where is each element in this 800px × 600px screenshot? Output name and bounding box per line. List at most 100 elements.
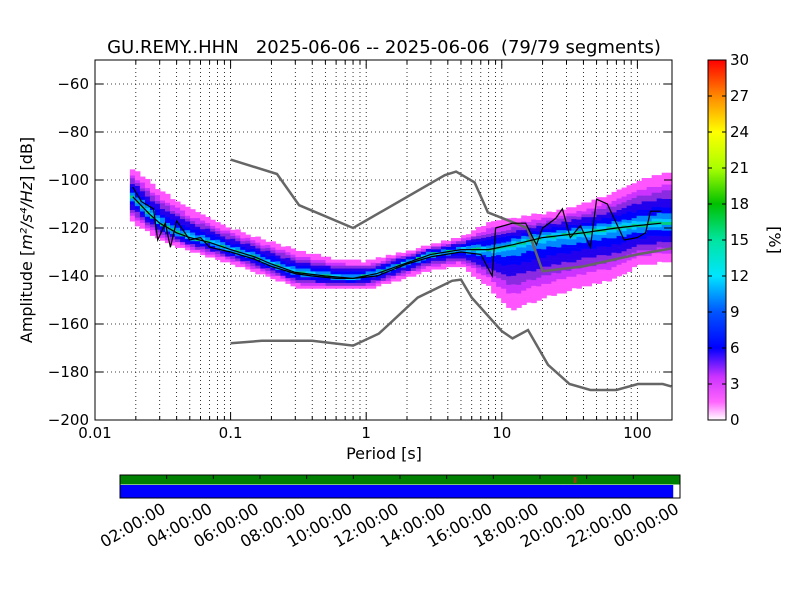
density-cell: [546, 246, 552, 250]
x-tick-label: 0.01: [78, 424, 111, 442]
density-cell: [531, 299, 537, 304]
density-cell: [521, 238, 527, 242]
density-cell: [471, 264, 477, 269]
density-cell: [260, 256, 266, 260]
density-cell: [466, 237, 472, 241]
density-cell: [611, 269, 618, 273]
density-cell: [641, 229, 648, 234]
density-cell: [476, 275, 482, 280]
density-cell: [576, 262, 582, 266]
density-cell: [516, 270, 522, 274]
density-cell: [164, 237, 171, 241]
density-cell: [355, 282, 362, 286]
density-cell: [606, 232, 613, 236]
density-cell: [511, 298, 517, 302]
density-cell: [601, 217, 608, 221]
density-cell: [666, 250, 672, 254]
density-cell: [656, 255, 663, 259]
density-cell: [516, 258, 522, 262]
density-cell: [154, 206, 161, 210]
density-cell: [581, 254, 587, 258]
density-cell: [486, 250, 492, 255]
density-cell: [159, 220, 166, 224]
density-cell: [210, 222, 216, 226]
density-cell: [134, 197, 141, 201]
density-cell: [521, 278, 527, 282]
density-cell: [666, 230, 672, 234]
density-cell: [561, 235, 567, 239]
density-cell: [516, 238, 522, 242]
density-cell: [611, 252, 618, 256]
density-cell: [606, 220, 613, 224]
density-cell: [461, 235, 467, 239]
density-cell: [456, 258, 462, 262]
density-cell: [521, 287, 527, 291]
density-cell: [195, 214, 201, 219]
density-cell: [365, 268, 372, 272]
density-cell: [586, 257, 592, 261]
density-cell: [596, 234, 603, 238]
density-cell: [576, 274, 582, 278]
density-cell: [541, 283, 547, 287]
density-cell: [666, 238, 672, 243]
density-cell: [466, 254, 472, 258]
density-cell: [571, 227, 577, 231]
y-tick-label: −100: [48, 171, 89, 189]
density-cell: [461, 243, 467, 247]
density-cell: [144, 178, 151, 183]
density-cell: [350, 268, 357, 272]
density-cell: [586, 216, 592, 221]
density-cell: [300, 271, 306, 275]
density-cell: [290, 268, 296, 272]
density-cell: [576, 213, 582, 217]
density-cell: [536, 248, 542, 252]
density-cell: [626, 248, 633, 252]
density-cell: [601, 274, 608, 279]
density-cell: [636, 201, 643, 205]
y-tick-label: −160: [48, 315, 89, 333]
density-cell: [300, 274, 306, 278]
density-cell: [586, 202, 592, 206]
density-cell: [486, 256, 492, 260]
density-cell: [205, 228, 211, 232]
density-cell: [546, 249, 552, 253]
density-cell: [400, 270, 407, 274]
density-cell: [621, 222, 628, 226]
density-cell: [641, 186, 648, 190]
density-cell: [360, 276, 367, 281]
density-cell: [139, 196, 146, 200]
density-cell: [375, 277, 382, 281]
density-cell: [330, 279, 337, 283]
density-cell: [561, 252, 567, 257]
density-cell: [546, 217, 552, 221]
density-cell: [235, 240, 241, 245]
density-cell: [541, 254, 547, 258]
density-cell: [139, 188, 146, 192]
density-cell: [245, 240, 251, 244]
density-cell: [170, 202, 176, 206]
density-cell: [566, 218, 572, 222]
density-cell: [556, 229, 562, 234]
density-cell: [435, 249, 442, 253]
density-cell: [521, 241, 527, 245]
density-cell: [521, 284, 527, 288]
x-axis-label: Period [s]: [346, 444, 422, 463]
density-cell: [220, 233, 226, 237]
density-cell: [149, 186, 156, 190]
density-cell: [410, 262, 417, 266]
density-cell: [551, 289, 557, 294]
density-cell: [606, 226, 613, 230]
density-cell: [129, 178, 136, 182]
density-cell: [521, 255, 527, 259]
density-cell: [541, 249, 547, 253]
density-cell: [581, 222, 587, 226]
density-cell: [265, 247, 271, 251]
density-cell: [606, 212, 613, 216]
density-cell: [621, 204, 628, 209]
density-cell: [501, 219, 507, 223]
density-cell: [501, 242, 507, 246]
density-cell: [486, 276, 492, 281]
density-cell: [521, 273, 527, 277]
density-cell: [586, 260, 592, 264]
density-cell: [310, 268, 317, 272]
